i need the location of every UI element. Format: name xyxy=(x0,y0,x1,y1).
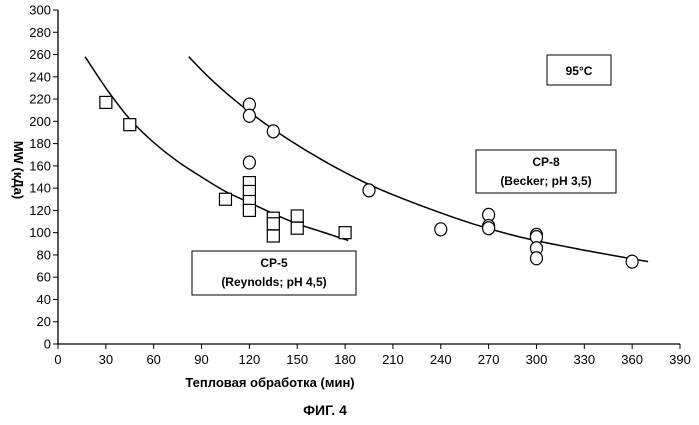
y-tick-label: 60 xyxy=(37,270,51,285)
y-tick-label: 140 xyxy=(29,181,51,196)
legend-box-cp8: CP-8 (Becker; pH 3,5) xyxy=(476,150,616,193)
x-tick-label: 90 xyxy=(194,352,208,367)
legend-cp5-title: CP-5 xyxy=(260,256,288,270)
y-tick-label: 80 xyxy=(37,247,51,262)
point-cp-5 xyxy=(291,222,303,234)
point-cp-5 xyxy=(339,227,351,239)
y-tick-label: 240 xyxy=(29,69,51,84)
x-tick-label: 360 xyxy=(621,352,643,367)
x-tick-label: 30 xyxy=(99,352,113,367)
legend-cp8-title: CP-8 xyxy=(532,155,560,169)
point-cp-5 xyxy=(291,210,303,222)
y-tick-label: 180 xyxy=(29,136,51,151)
x-tick-label: 330 xyxy=(573,352,595,367)
point-cp-8 xyxy=(267,125,279,138)
y-tick-label: 160 xyxy=(29,158,51,173)
point-cp-8 xyxy=(626,255,638,268)
figure-caption: ФИГ. 4 xyxy=(303,402,347,418)
point-cp-8 xyxy=(243,109,255,122)
point-cp-8 xyxy=(435,223,447,236)
x-axis-title: Тепловая обработка (мин) xyxy=(185,375,354,390)
point-cp-8 xyxy=(243,156,255,169)
point-cp-5 xyxy=(267,218,279,230)
y-tick-label: 260 xyxy=(29,47,51,62)
y-tick-label: 300 xyxy=(29,3,51,18)
y-tick-label: 20 xyxy=(37,314,51,329)
annotation-95c-box: 95°C xyxy=(547,55,611,85)
y-axis-title: MW (кДа) xyxy=(11,141,26,199)
point-cp-8 xyxy=(483,222,495,235)
y-tick-label: 280 xyxy=(29,25,51,40)
point-cp-5 xyxy=(100,96,112,108)
y-tick-label: 100 xyxy=(29,225,51,240)
y-tick-label: 0 xyxy=(44,337,51,352)
legend-cp5-subtitle: (Reynolds; pH 4,5) xyxy=(221,275,326,289)
legend-box-cp5: CP-5 (Reynolds; pH 4,5) xyxy=(192,251,356,295)
x-tick-label: 210 xyxy=(382,352,404,367)
x-tick-label: 240 xyxy=(430,352,452,367)
x-tick-label: 390 xyxy=(669,352,691,367)
point-cp-5 xyxy=(219,193,231,205)
y-tick-label: 220 xyxy=(29,92,51,107)
x-tick-label: 60 xyxy=(146,352,160,367)
y-tick-label: 40 xyxy=(37,292,51,307)
x-tick-label: 150 xyxy=(286,352,308,367)
legend-cp8-subtitle: (Becker; pH 3,5) xyxy=(500,174,591,188)
point-cp-5 xyxy=(243,204,255,216)
point-cp-5 xyxy=(267,230,279,242)
point-cp-8 xyxy=(530,252,542,265)
x-tick-label: 270 xyxy=(478,352,500,367)
x-tick-label: 300 xyxy=(526,352,548,367)
point-cp-8 xyxy=(363,184,375,197)
point-cp-5 xyxy=(124,119,136,131)
x-tick-label: 0 xyxy=(54,352,61,367)
x-tick-label: 120 xyxy=(239,352,261,367)
y-tick-label: 200 xyxy=(29,114,51,129)
annotation-95c: 95°C xyxy=(566,64,593,78)
y-tick-label: 120 xyxy=(29,203,51,218)
x-tick-label: 180 xyxy=(334,352,356,367)
